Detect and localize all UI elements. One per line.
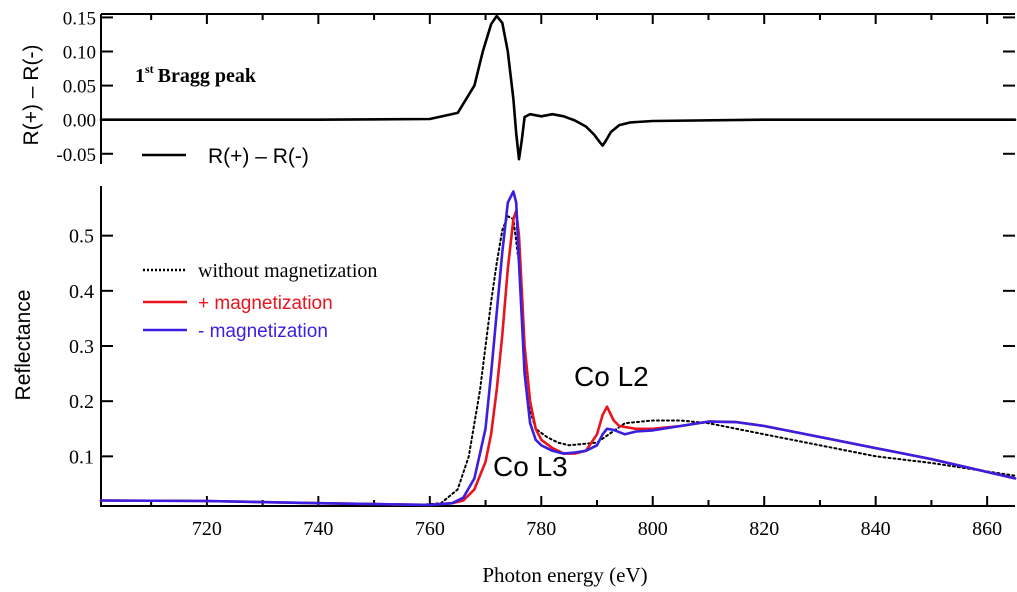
x-tick-label: 720: [192, 518, 222, 540]
x-tick-label: 840: [861, 518, 891, 540]
co-l3-annotation: Co L3: [493, 451, 568, 482]
top-legend-label-difference: R(+) – R(-): [208, 145, 309, 168]
x-tick-label: 740: [303, 518, 333, 540]
top-panel-frame: [100, 13, 1015, 164]
bottom-series-group: [99, 190, 1017, 507]
top-series-r-plus-r: [99, 14, 1017, 161]
bottom-x-ticks: 720 740 760 780 800 820 840 860: [150, 496, 1002, 540]
bottom-panel-frame: [100, 186, 1015, 507]
bragg-peak-annotation: 1st Bragg peak: [135, 62, 257, 87]
legend-label-minus-magnetization: - magnetization: [198, 321, 328, 342]
top-y-ticks: 0.15 0.10 0.05 0.00 -0.05: [56, 8, 1015, 166]
co-l2-annotation: Co L2: [574, 361, 649, 392]
bragg-peak-prefix: 1: [135, 65, 145, 87]
bottom-y-tick-label: 0.2: [69, 391, 94, 413]
bottom-y-tick-label: 0.3: [69, 336, 94, 358]
top-y-tick-label: 0.10: [63, 43, 96, 64]
bottom-legend: without magnetization + magnetization - …: [143, 260, 377, 342]
top-y-tick-label: 0.00: [63, 111, 96, 132]
x-tick-label: 780: [526, 518, 556, 540]
legend-label-without-magnetization: without magnetization: [198, 260, 377, 282]
bottom-panel: 720 740 760 780 800 820 840 860 0.5 0.4 0.3 0.2 0.1…: [12, 186, 1017, 587]
bottom-y-axis-label: Reflectance: [12, 290, 35, 401]
x-tick-label: 800: [638, 518, 668, 540]
top-x-ticks: [150, 14, 989, 24]
x-tick-label: 860: [972, 518, 1002, 540]
bottom-y-tick-label: 0.5: [69, 226, 94, 248]
top-legend: R(+) – R(-): [142, 145, 309, 168]
top-y-tick-label: 0.15: [63, 8, 96, 29]
bottom-x-axis-label: Photon energy (eV): [482, 563, 647, 587]
bragg-peak-label: Bragg peak: [158, 65, 257, 87]
legend-label-plus-magnetization: + magnetization: [198, 293, 333, 314]
bottom-y-tick-label: 0.1: [69, 446, 94, 468]
bottom-y-ticks: 0.5 0.4 0.3 0.2 0.1: [69, 226, 1015, 468]
bottom-series-minus-magnetization: [99, 190, 1017, 507]
top-y-tick-label: 0.05: [63, 77, 96, 98]
top-y-tick-label: -0.05: [56, 145, 96, 166]
bragg-peak-superscript: st: [145, 62, 154, 76]
top-series-group: [99, 14, 1017, 161]
top-y-axis-label: R(+) – R(-): [20, 45, 43, 146]
bottom-y-tick-label: 0.4: [69, 281, 94, 303]
x-tick-label: 820: [749, 518, 779, 540]
x-tick-label: 760: [415, 518, 445, 540]
top-panel: 0.15 0.10 0.05 0.00 -0.05 R(+) – R(-) 1st Bra…: [20, 8, 1017, 168]
